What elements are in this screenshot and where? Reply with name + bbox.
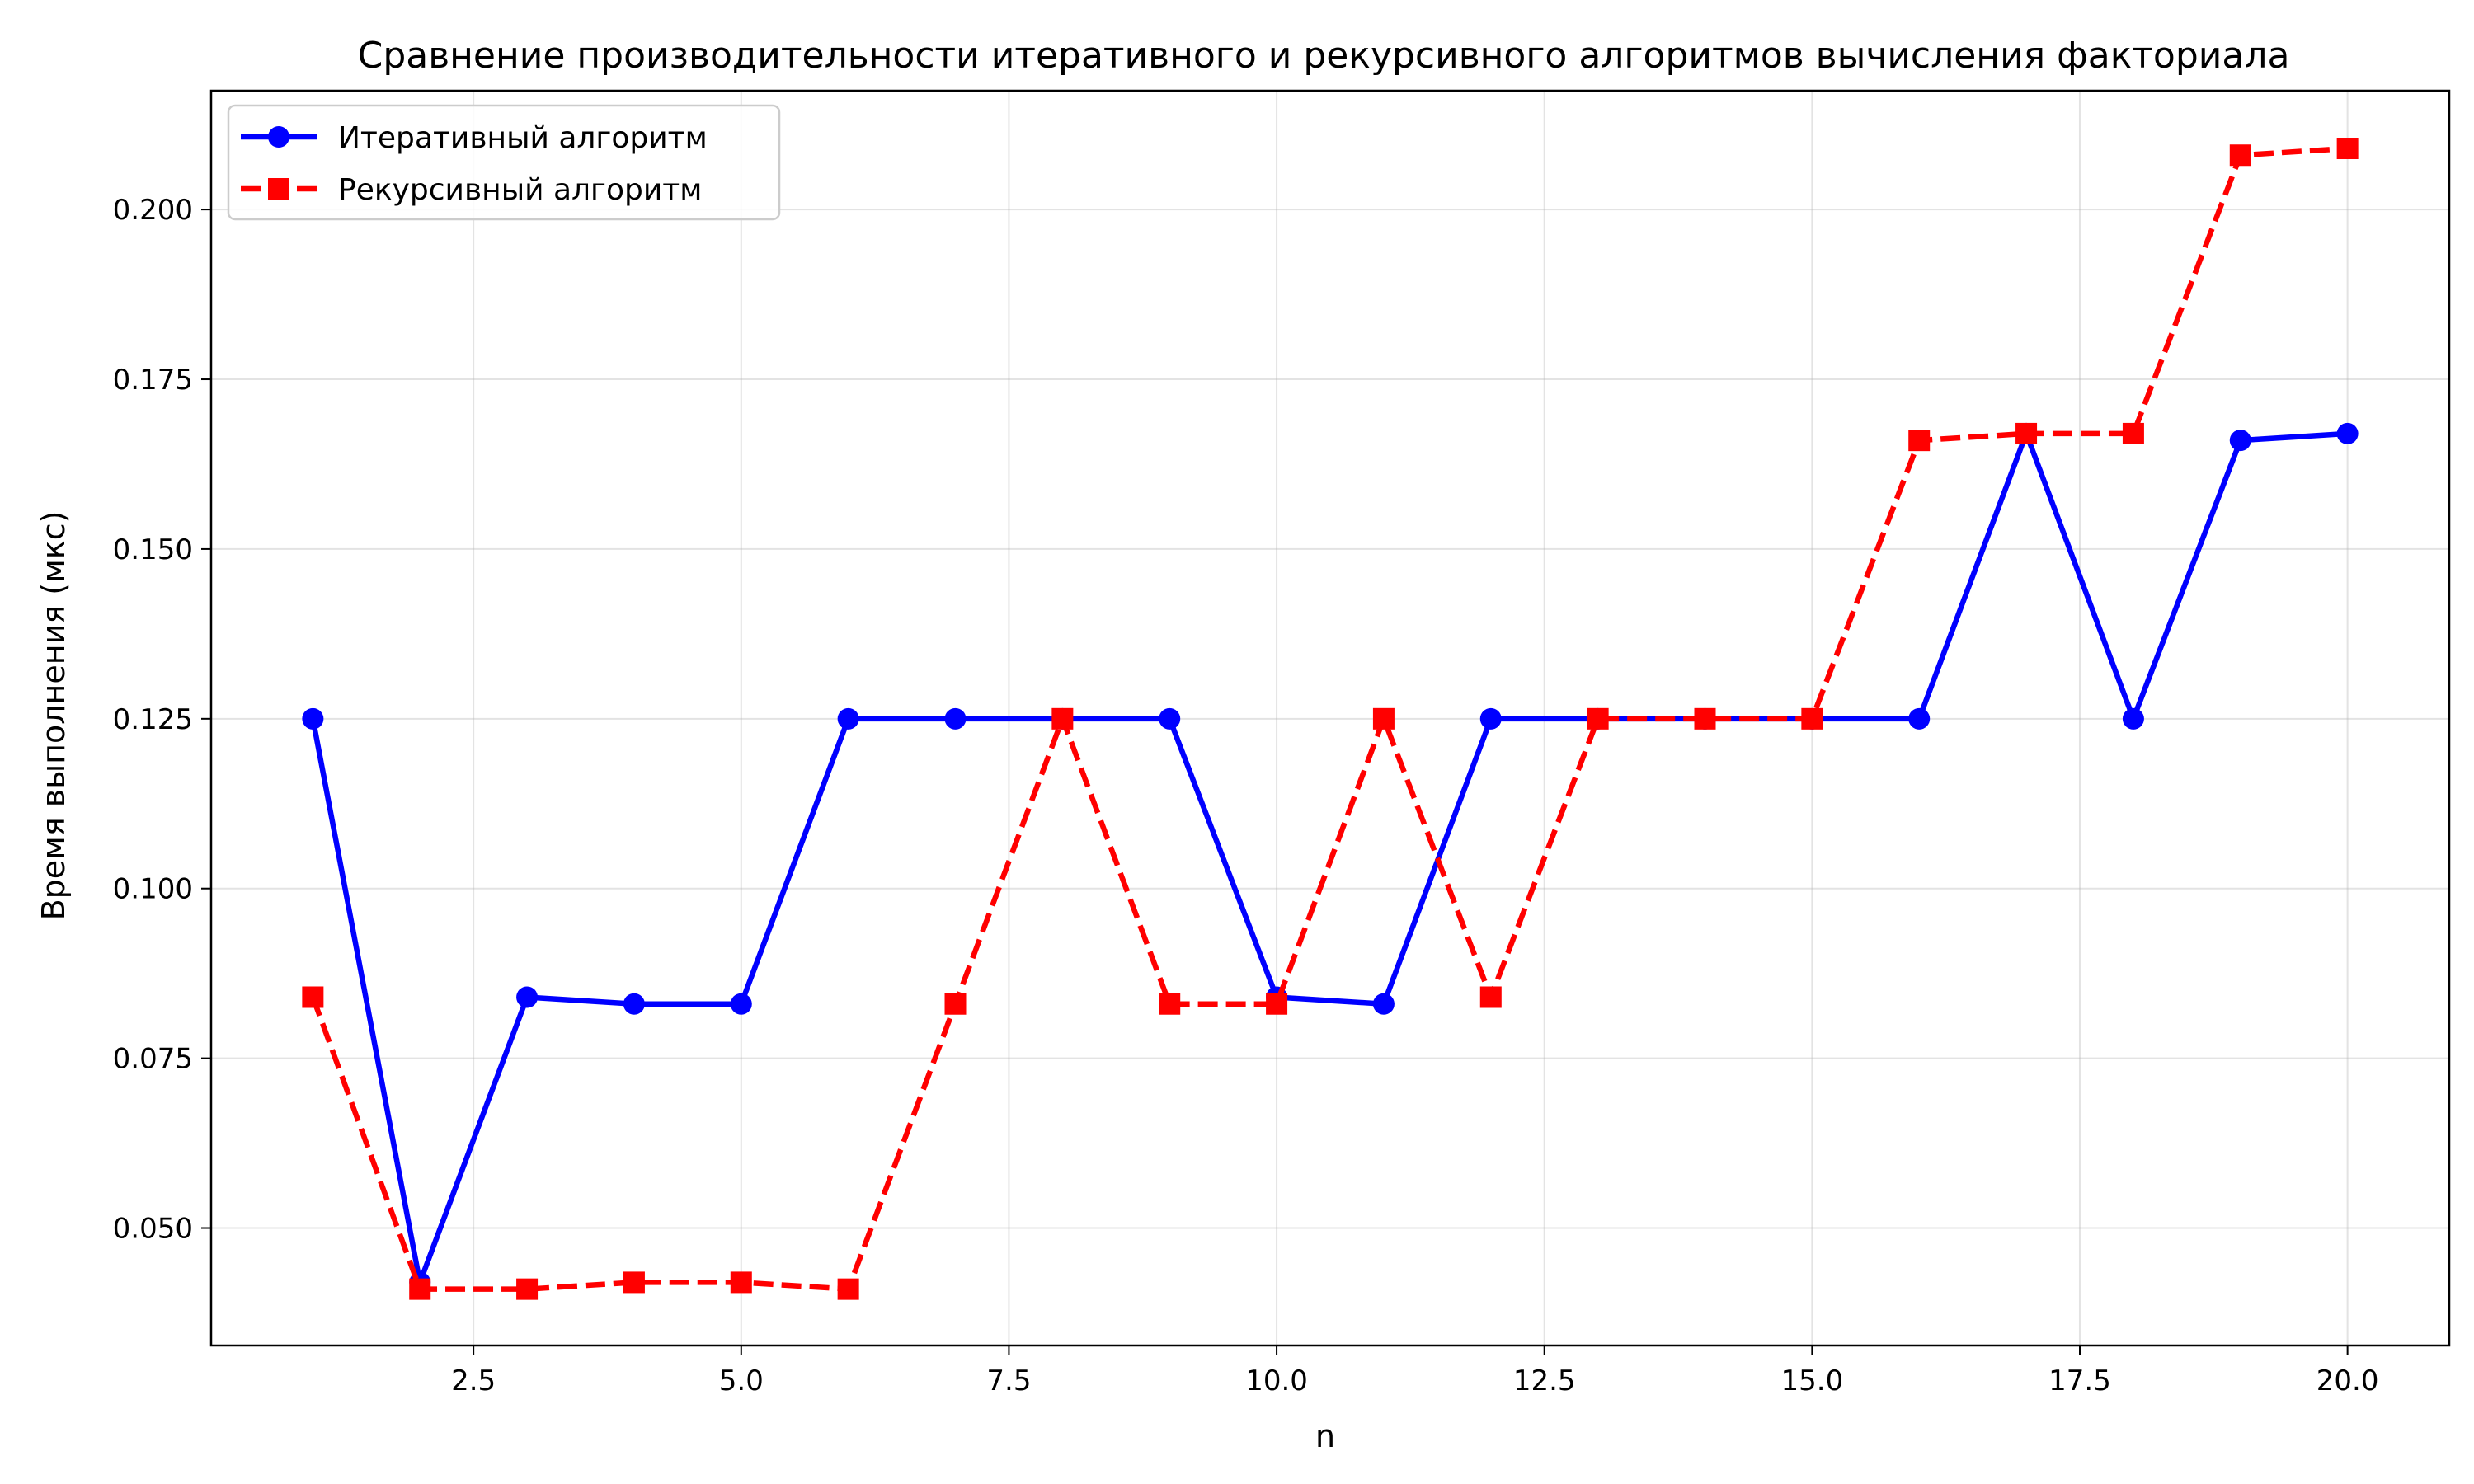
x-tick-label: 10.0: [1245, 1364, 1308, 1397]
x-tick-label: 2.5: [451, 1364, 496, 1397]
x-tick-label: 20.0: [2316, 1364, 2379, 1397]
data-point: [837, 707, 859, 730]
x-tick-label: 5.0: [719, 1364, 764, 1397]
data-point: [1587, 707, 1609, 730]
data-point: [1372, 707, 1395, 730]
data-point: [1908, 707, 1931, 730]
data-point: [2122, 422, 2144, 444]
x-tick-label: 15.0: [1781, 1364, 1844, 1397]
legend-label: Итеративный алгоритм: [338, 121, 708, 155]
data-point: [730, 1271, 752, 1294]
y-tick-label: 0.150: [113, 533, 193, 566]
data-point: [1694, 707, 1716, 730]
series-1-line: [310, 430, 2350, 1285]
legend-item-2: Рекурсивный алгоритм: [241, 173, 702, 207]
series-2-line: [310, 145, 2348, 1292]
data-point: [2229, 430, 2251, 452]
legend-box: [227, 104, 781, 221]
x-tick-label: 7.5: [986, 1364, 1031, 1397]
y-tick-label: 0.175: [113, 364, 193, 397]
x-axis-label: n: [1315, 1418, 1335, 1454]
data-point: [2122, 707, 2144, 730]
data-point: [837, 1278, 859, 1300]
legend-item-1: Итеративный алгоритм: [241, 121, 708, 155]
y-tick-label: 0.050: [113, 1213, 193, 1246]
chart-title: Сравнение производительности итеративног…: [358, 35, 2290, 77]
legend-marker: [268, 178, 289, 200]
data-point: [1479, 707, 1502, 730]
y-tick-label: 0.200: [113, 194, 193, 227]
legend-label: Рекурсивный алгоритм: [338, 173, 702, 207]
data-point: [516, 1278, 539, 1300]
x-tick-label: 12.5: [1513, 1364, 1576, 1397]
y-axis: 0.050 0.075 0.100 0.125 0.150 0.175 0.200: [113, 194, 211, 1246]
series-2: [302, 138, 2359, 1300]
legend: Итеративный алгоритм Рекурсивный алгоритм: [227, 104, 781, 221]
data-point: [409, 1278, 431, 1300]
data-point: [1266, 993, 1288, 1015]
data-point: [1372, 993, 1395, 1015]
y-axis-label: Время выполнения (мкс): [35, 511, 72, 921]
data-point: [302, 707, 324, 730]
data-point: [1908, 430, 1931, 452]
data-point: [1159, 707, 1181, 730]
data-point: [1479, 986, 1502, 1008]
series-layer: [302, 138, 2359, 1300]
data-point: [2336, 138, 2359, 160]
data-point: [2015, 422, 2038, 444]
data-point: [944, 707, 967, 730]
data-point: [1801, 707, 1823, 730]
y-tick-label: 0.125: [113, 703, 193, 736]
y-tick-label: 0.075: [113, 1043, 193, 1076]
data-point: [2229, 144, 2251, 167]
data-point: [516, 986, 539, 1008]
data-point: [2336, 422, 2359, 444]
data-point: [1159, 993, 1181, 1015]
data-point: [730, 993, 752, 1015]
x-axis: 2.5 5.0 7.5 10.0 12.5 15.0 17.5 20.0: [451, 1345, 2378, 1397]
data-point: [623, 993, 645, 1015]
legend-marker: [268, 126, 289, 148]
data-point: [944, 993, 967, 1015]
data-point: [1051, 707, 1074, 730]
x-tick-label: 17.5: [2048, 1364, 2111, 1397]
data-point: [623, 1271, 645, 1294]
y-tick-label: 0.100: [113, 873, 193, 906]
data-point: [302, 986, 324, 1008]
